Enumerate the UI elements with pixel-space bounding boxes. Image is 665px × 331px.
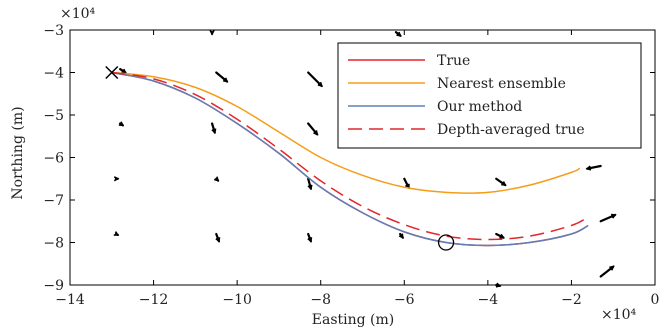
y-tick-label: −6: [43, 151, 64, 167]
start-marker-x: [105, 65, 119, 80]
x-tick-label: 0: [651, 292, 660, 308]
current-arrow: [307, 71, 323, 88]
current-arrow-head: [113, 176, 120, 182]
y-axis-label: Northing (m): [10, 106, 26, 199]
current-arrow-head: [398, 233, 404, 239]
legend: True Nearest ensemble Our method Depth-a…: [337, 42, 642, 149]
y-tick-label: −8: [43, 236, 64, 252]
current-arrow-head: [499, 233, 505, 239]
plot-area: −14 −12 −10 −8 −6 −4 −2 0 −9 −8 −7 −6 −5 −4 −3: [43, 23, 659, 308]
x-tick-label: −8: [310, 292, 331, 308]
x-tick-label: −6: [394, 292, 415, 308]
series-line-nearest-ensemble: [111, 71, 581, 194]
y-tick-label: −4: [43, 66, 64, 82]
current-arrow: [599, 213, 617, 223]
current-arrow: [495, 177, 507, 187]
current-arrow-head: [113, 231, 120, 236]
current-arrow: [599, 265, 615, 278]
series-line-depth-averaged-true: [111, 71, 589, 241]
x-exponent-label: ×10⁴: [601, 307, 637, 323]
legend-label-depth-averaged-true: Depth-averaged true: [437, 122, 585, 138]
x-tick-label: −12: [139, 292, 169, 308]
current-arrow-head: [307, 184, 313, 191]
current-arrow-head: [209, 30, 215, 36]
current-arrow: [586, 164, 602, 170]
x-axis-label: Easting (m): [312, 312, 394, 328]
current-arrow-head: [118, 121, 125, 127]
current-arrow-head: [317, 81, 323, 88]
current-arrow-head: [611, 213, 617, 219]
legend-label-nearest-ensemble: Nearest ensemble: [437, 76, 566, 92]
current-arrow: [307, 177, 312, 190]
current-arrow-head: [313, 130, 319, 136]
current-arrow-head: [396, 31, 402, 37]
current-arrow-head: [213, 176, 220, 182]
x-tick-label: −4: [478, 292, 499, 308]
current-arrow-head: [222, 77, 229, 83]
current-arrow-head: [609, 265, 615, 271]
current-arrow-head: [501, 181, 507, 187]
series-line-our-method: [111, 71, 589, 247]
y-tick-label: −3: [43, 23, 64, 39]
current-arrow: [307, 122, 319, 136]
x-tick-label: −2: [561, 292, 582, 308]
current-arrow-head: [121, 68, 127, 74]
current-arrow-head: [307, 237, 313, 243]
current-arrow-head: [495, 282, 502, 288]
circle-marker: [437, 234, 455, 251]
y-tick-label: −9: [43, 278, 64, 294]
y-exponent-label: ×10⁴: [60, 6, 96, 22]
y-tick-label: −7: [43, 193, 64, 209]
y-tick-label: −5: [43, 108, 64, 124]
current-arrow-head: [585, 165, 592, 171]
x-tick-label: −10: [222, 292, 252, 308]
current-arrow-head: [211, 128, 217, 135]
legend-label-true: True: [437, 53, 470, 69]
current-arrow: [403, 177, 410, 189]
legend-label-our-method: Our method: [437, 99, 522, 115]
x-tick-label: −14: [55, 292, 85, 308]
current-arrow: [215, 71, 229, 83]
current-arrow-head: [215, 237, 221, 243]
